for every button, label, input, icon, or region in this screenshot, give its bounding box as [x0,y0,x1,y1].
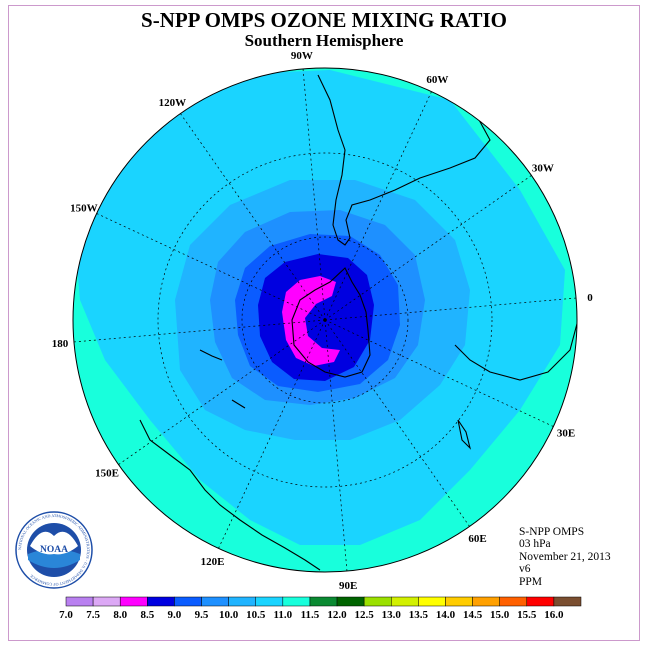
colorbar-swatch [526,596,555,607]
colorbar-swatch [309,596,338,607]
meridian-line [324,175,532,321]
meridian-line [324,319,554,427]
colorbar-tick-label: 16.0 [544,609,564,621]
info-units: PPM [519,575,543,588]
longitude-label: 0 [587,292,593,304]
ozone-field [73,68,577,572]
colorbar-tick-label: 11.0 [274,609,293,621]
colorbar-swatch [363,596,392,607]
info-level: 03 hPa [519,538,551,551]
colorbar-swatch [472,596,500,607]
colorbar-tick-label: 10.0 [219,609,239,621]
colorbar-tick-label: 12.5 [355,609,375,621]
longitude-label: 120E [201,556,225,568]
colorbar: 7.0 7.5 8.0 8.5 9.0 9.5 10.0 10.5 11.0 11.5 12.0 12… [59,596,582,621]
longitude-label: 30E [557,427,575,439]
longitude-label: 180 [52,338,69,350]
meridian-line [324,319,470,527]
page-subtitle: Southern Hemisphere [244,31,404,50]
colorbar-tick-labels: 7.0 7.5 8.0 8.5 9.0 9.5 10.0 10.5 11.0 11.5 12.0 12… [59,609,564,621]
colorbar-swatch [228,596,256,607]
meridian-line [324,297,577,321]
page-frame [8,5,640,641]
colorbar-swatch [174,596,202,607]
meridian-line [218,319,326,549]
colorbar-swatch [92,596,121,607]
info-panel: S-NPP OMPS 03 hPa November 21, 2013 v6 P… [519,526,611,588]
colorbar-tick-label: 15.0 [490,609,510,621]
meridian-line [324,91,432,321]
colorbar-tick-label: 10.5 [246,609,266,621]
meridian-line [118,319,326,465]
info-version: v6 [519,563,531,576]
meridian-line [324,319,348,572]
ozone-band-8 [258,254,374,381]
colorbar-tick-label: 12.0 [327,609,347,621]
colorbar-tick-label: 8.5 [140,609,154,621]
meridian-line [73,319,326,343]
meridian-line [302,68,326,321]
colorbar-tick-label: 7.0 [59,609,73,621]
info-date: November 21, 2013 [519,550,611,563]
map-boundary [72,67,578,573]
colorbar-swatch [553,596,582,607]
noaa-logo-text: NOAA [40,545,68,555]
coastline-new-zealand [199,349,246,409]
colorbar-tick-label: 15.5 [517,609,537,621]
longitude-label: 150W [70,203,98,215]
colorbar-swatch [445,596,473,607]
colorbar-tick-label: 14.5 [463,609,483,621]
latitude-circle-mid [157,152,493,488]
meridian-lines [73,68,577,572]
coastline-australia [139,419,321,571]
longitude-label: 30W [532,162,554,174]
coastline-africa [454,319,577,381]
colorbar-tick-label: 11.5 [301,609,320,621]
colorbar-tick-label: 13.5 [409,609,429,621]
colorbar-swatch [147,596,175,607]
colorbar-swatches [65,596,582,607]
colorbar-tick-label: 9.5 [195,609,209,621]
ozone-core [282,276,340,366]
latitude-circle-inner [241,236,409,404]
colorbar-tick-label: 7.5 [86,609,100,621]
info-instrument: S-NPP OMPS [519,526,585,538]
longitude-label: 60E [468,533,486,545]
colorbar-swatch [65,596,94,607]
longitude-label: 90E [339,580,357,592]
coastline-south-america [317,74,491,246]
meridian-line [180,113,326,321]
longitude-label: 150E [95,468,119,480]
colorbar-swatch [336,596,365,607]
colorbar-tick-label: 14.0 [436,609,456,621]
meridian-line [96,213,326,321]
colorbar-swatch [418,596,446,607]
colorbar-swatch [201,596,229,607]
longitude-label: 120W [159,97,187,109]
colorbar-swatch [391,596,419,607]
coastline-madagascar [457,419,472,450]
longitude-labels: 0 30E 60E 90E 120E 150E 180 150W 120W 90W 60W 30W [52,50,593,592]
colorbar-swatch [119,596,148,607]
colorbar-tick-label: 13.0 [382,609,402,621]
longitude-label: 60W [426,74,448,86]
graticule [73,68,577,572]
colorbar-swatch [255,596,284,607]
page-title: S-NPP OMPS OZONE MIXING RATIO [141,8,507,32]
noaa-logo: NOAA NATIONAL OCEANIC AND ATMOSPHERIC AD… [15,511,93,589]
longitude-label: 90W [291,50,313,62]
colorbar-swatch [499,596,528,607]
colorbar-swatch [282,596,311,607]
colorbar-tick-label: 9.0 [168,609,182,621]
colorbar-tick-label: 8.0 [113,609,127,621]
